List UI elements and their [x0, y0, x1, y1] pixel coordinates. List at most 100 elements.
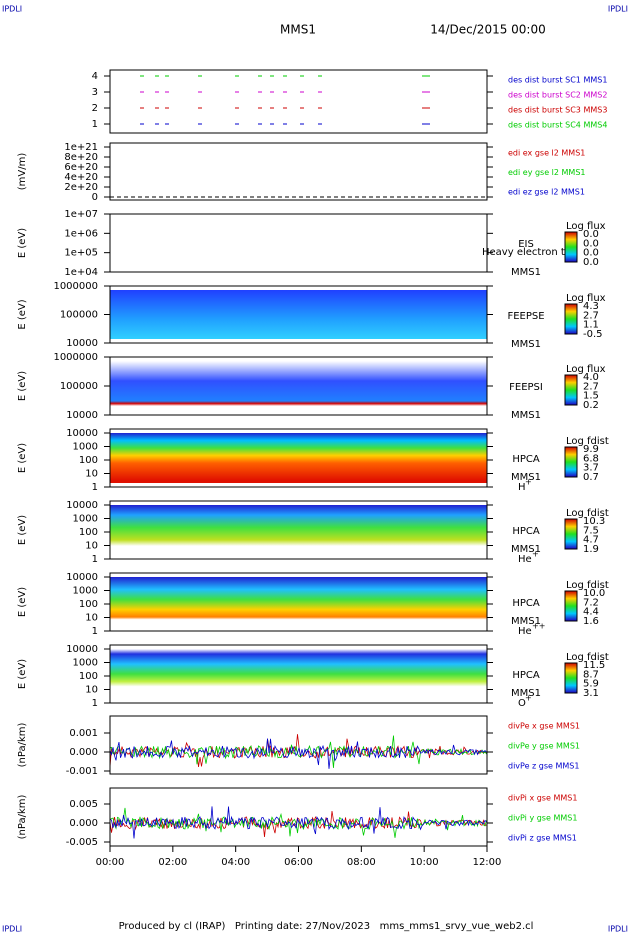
y-tick-label: 1000000 — [53, 281, 98, 292]
colorbar-value: 3.7 — [583, 463, 599, 474]
y-tick-label: 1e+04 — [64, 267, 98, 278]
panel-label: HPCA — [512, 526, 540, 537]
colorbar-value: 7.5 — [583, 525, 599, 536]
y-axis-label: E (eV) — [17, 371, 28, 401]
y-tick-label: 2e+20 — [64, 182, 98, 193]
panel-frame — [109, 715, 488, 775]
colorbar-value: 8.7 — [583, 669, 599, 680]
corner-label: IPDLI — [2, 5, 22, 14]
y-tick-label: 10000 — [66, 500, 98, 511]
panel-label: HPCA — [512, 454, 540, 465]
y-tick-label: 100000 — [60, 381, 98, 392]
y-tick-label: -0.001 — [66, 766, 98, 777]
y-tick-label: 10000 — [66, 644, 98, 655]
corner-label: IPDLI — [608, 5, 628, 14]
colorbar-value: 0.0 — [583, 257, 599, 268]
colorbar-value: 2.7 — [583, 310, 599, 321]
colorbar-value: 1.9 — [583, 544, 599, 555]
colorbar — [564, 446, 578, 478]
x-tick-label: 10:00 — [410, 857, 439, 868]
panel-label: MMS1 — [511, 410, 541, 421]
legend-entry: divPi x gse MMS1 — [508, 794, 577, 803]
colorbar-value: 4.0 — [583, 372, 599, 383]
colorbar-title: Log fdist — [566, 652, 609, 663]
colorbar-value: 0.0 — [583, 248, 599, 259]
panel-label: MMS1 — [511, 472, 541, 483]
panel-frame — [109, 142, 488, 201]
panel-label: FEEPSI — [509, 382, 543, 393]
y-tick-label: 10 — [85, 613, 98, 624]
colorbar-value: 7.2 — [583, 597, 599, 608]
colorbar-value: 2.7 — [583, 381, 599, 392]
y-tick-label: 0 — [92, 192, 98, 203]
y-tick-label: 1 — [92, 119, 98, 130]
y-axis-label: (mV/m) — [17, 153, 28, 191]
species-label: He — [518, 554, 532, 565]
panel-label: MMS1 — [511, 616, 541, 627]
panel-label: HPCA — [512, 670, 540, 681]
panel-frame — [109, 787, 488, 847]
panel-label: HPCA — [512, 598, 540, 609]
y-axis-label: E (eV) — [17, 443, 28, 473]
panel-label: MMS1 — [511, 267, 541, 278]
y-tick-label: 10000 — [66, 572, 98, 583]
y-axis-label: (nPa/km) — [17, 795, 28, 840]
corner-label: IPDLI — [2, 925, 22, 934]
y-tick-label: 10 — [85, 685, 98, 696]
colorbar-value: 4.4 — [583, 607, 599, 618]
legend-entry: divPi z gse MMS1 — [508, 834, 577, 843]
x-tick-label: 12:00 — [473, 857, 502, 868]
title: MMS1 — [280, 23, 316, 37]
x-tick-label: 08:00 — [347, 857, 376, 868]
colorbar-value: 10.0 — [583, 588, 605, 599]
colorbar-value: 9.9 — [583, 444, 599, 455]
y-tick-label: 1e+07 — [64, 209, 98, 220]
colorbar — [564, 518, 578, 550]
species-charge: + — [532, 550, 539, 559]
y-tick-label: 1 — [92, 626, 98, 637]
panel-frame — [109, 69, 488, 134]
colorbar — [564, 303, 578, 335]
y-tick-label: 8e+20 — [64, 152, 98, 163]
y-tick-label: 1000000 — [53, 352, 98, 363]
y-tick-label: 1e+06 — [64, 228, 98, 239]
y-tick-label: 1 — [92, 554, 98, 565]
y-axis-label: E (eV) — [17, 659, 28, 689]
y-tick-label: 0.000 — [69, 818, 98, 829]
x-tick-label: 00:00 — [96, 857, 125, 868]
species-charge: ++ — [532, 622, 545, 631]
colorbar — [564, 374, 578, 406]
y-tick-label: 1 — [92, 482, 98, 493]
y-axis-label: E (eV) — [17, 228, 28, 258]
panel-frame — [109, 500, 488, 560]
y-tick-label: 2 — [92, 103, 98, 114]
y-tick-label: 10 — [85, 469, 98, 480]
y-tick-label: 1 — [92, 698, 98, 709]
y-axis-label: E (eV) — [17, 299, 28, 329]
trace — [109, 738, 487, 769]
panel-frame — [109, 428, 488, 488]
colorbar-value: 0.7 — [583, 472, 599, 483]
colorbar-title: Log fdist — [566, 580, 609, 591]
y-tick-label: -0.005 — [66, 837, 98, 848]
colorbar-title: Log flux — [566, 364, 606, 375]
y-tick-label: 10000 — [66, 410, 98, 421]
species-charge: + — [525, 478, 532, 487]
legend-entry: des dist burst SC4 MMS4 — [508, 121, 607, 130]
colorbar-title: Log flux — [566, 221, 606, 232]
footer-text: Produced by cl (IRAP) Printing date: 27/… — [119, 921, 534, 932]
panel-label: MMS1 — [511, 688, 541, 699]
y-tick-label: 100000 — [60, 310, 98, 321]
colorbar-value: -0.5 — [583, 329, 603, 340]
y-tick-label: 1000 — [73, 514, 98, 525]
y-tick-label: 100 — [79, 599, 98, 610]
colorbar-value: 3.1 — [583, 688, 599, 699]
spectrogram — [110, 577, 487, 627]
x-tick-label: 04:00 — [221, 857, 250, 868]
colorbar-value: 1.6 — [583, 616, 599, 627]
spectrogram — [110, 649, 487, 699]
species-label: H — [518, 482, 526, 493]
spectrogram — [110, 361, 487, 411]
spectrogram — [110, 433, 487, 483]
legend-entry: edi ey gse l2 MMS1 — [508, 168, 586, 177]
